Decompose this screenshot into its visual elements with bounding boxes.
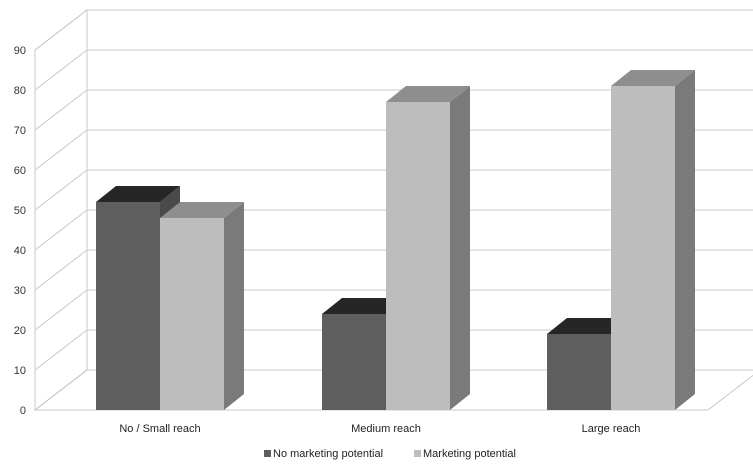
gridline	[34, 209, 753, 251]
legend: No marketing potential Marketing potenti…	[264, 448, 516, 460]
bar-side-face	[224, 202, 244, 410]
y-tick-label: 10	[14, 365, 26, 377]
bar-front-face	[96, 202, 160, 410]
y-axis-ticks: 0 10 20 30 40 50 60 70 80 90	[14, 45, 26, 417]
bar-top-face	[160, 202, 244, 218]
y-tick-label: 20	[14, 325, 26, 337]
x-category-label: Large reach	[582, 423, 641, 435]
bar-side-face	[675, 70, 695, 410]
bar-top-face	[386, 86, 470, 102]
gridlines	[34, 9, 753, 411]
legend-label-marketing: Marketing potential	[423, 448, 516, 460]
legend-swatch-no-marketing	[264, 450, 271, 457]
bar-top-face	[547, 318, 631, 334]
x-category-label: Medium reach	[351, 423, 421, 435]
y-tick-label: 40	[14, 245, 26, 257]
gridline	[34, 169, 753, 211]
bar-side-face	[450, 86, 470, 410]
x-axis-categories: No / Small reach Medium reach Large reach	[119, 423, 640, 435]
bar-marketing-1	[386, 86, 470, 410]
gridline	[34, 89, 753, 131]
gridline	[34, 129, 753, 171]
gridline	[34, 9, 753, 51]
bar-top-face	[611, 70, 695, 86]
legend-swatch-marketing	[414, 450, 421, 457]
bar-marketing-0	[160, 202, 244, 410]
x-category-label: No / Small reach	[119, 423, 200, 435]
y-tick-label: 90	[14, 45, 26, 57]
gridline	[34, 289, 753, 331]
y-tick-label: 70	[14, 125, 26, 137]
bar-front-face	[322, 314, 386, 410]
bar-front-face	[547, 334, 611, 410]
bar-marketing-2	[611, 70, 695, 410]
bar-top-face	[96, 186, 180, 202]
bar-top-face	[322, 298, 406, 314]
bars	[96, 70, 695, 410]
gridline	[34, 249, 753, 291]
legend-label-no-marketing: No marketing potential	[273, 448, 383, 460]
bar-front-face	[611, 86, 675, 410]
gridline	[34, 369, 753, 411]
y-tick-label: 0	[20, 405, 26, 417]
gridline	[34, 329, 753, 371]
y-tick-label: 60	[14, 165, 26, 177]
y-tick-label: 50	[14, 205, 26, 217]
gridline	[34, 49, 753, 91]
bar-front-face	[160, 218, 224, 410]
y-tick-label: 80	[14, 85, 26, 97]
bar-front-face	[386, 102, 450, 410]
y-tick-label: 30	[14, 285, 26, 297]
